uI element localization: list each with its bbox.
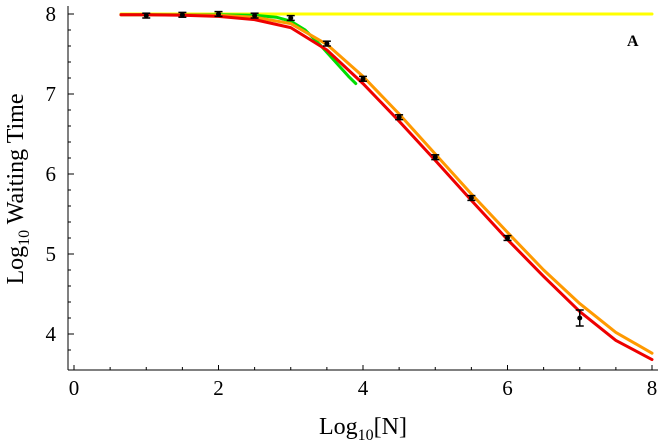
data-point <box>250 12 259 19</box>
x-axis-title-sub: 10 <box>358 427 374 444</box>
y-tick-label: 5 <box>46 242 57 266</box>
data-point <box>467 194 476 202</box>
point-marker <box>468 195 474 201</box>
axes: 0 2 4 6 8 4 5 6 7 8 <box>46 2 658 400</box>
point-marker <box>252 13 258 19</box>
x-tick-label: 4 <box>358 376 369 400</box>
data-point <box>575 309 584 327</box>
data-point <box>359 75 367 82</box>
data-point <box>142 12 151 19</box>
series-lines <box>119 12 654 362</box>
data-point <box>286 14 295 22</box>
data-points <box>142 10 584 327</box>
x-tick-label: 0 <box>69 376 80 400</box>
y-ticks: 4 5 6 7 8 <box>46 2 74 351</box>
x-tick-label: 8 <box>647 376 658 400</box>
x-tick-label: 6 <box>502 376 513 400</box>
x-axis-title-base: Log <box>319 414 358 440</box>
y-axis-title-sub: 10 <box>16 230 33 246</box>
series-line-red <box>119 13 654 362</box>
point-marker <box>360 76 366 82</box>
x-tick-label: 2 <box>213 376 224 400</box>
data-point <box>178 11 187 18</box>
series-line-green <box>119 13 358 86</box>
point-marker <box>143 13 149 19</box>
x-axis-title: Log10[N] <box>319 414 407 444</box>
annotation-label: A <box>627 33 639 50</box>
point-marker <box>179 12 185 18</box>
point-marker <box>216 11 221 17</box>
point-marker <box>577 315 583 321</box>
point-marker <box>288 15 294 21</box>
data-point <box>214 10 223 18</box>
y-tick-label: 7 <box>46 82 57 106</box>
y-tick-label: 4 <box>46 322 57 346</box>
y-axis-title: Log10 Waiting Time <box>3 94 33 285</box>
point-marker <box>505 235 510 241</box>
data-point <box>431 154 440 161</box>
y-tick-label: 8 <box>46 2 57 26</box>
y-tick-label: 6 <box>46 162 57 186</box>
data-point <box>322 40 331 47</box>
point-marker <box>396 114 402 120</box>
data-point <box>503 234 512 242</box>
x-axis-title-rest: [N] <box>374 414 407 440</box>
x-ticks: 0 2 4 6 8 <box>69 365 658 400</box>
y-axis-title-base: Log <box>3 246 29 285</box>
point-marker <box>324 41 330 47</box>
point-marker <box>432 154 438 160</box>
y-axis-title-rest: Waiting Time <box>3 94 29 230</box>
data-point <box>395 114 404 121</box>
